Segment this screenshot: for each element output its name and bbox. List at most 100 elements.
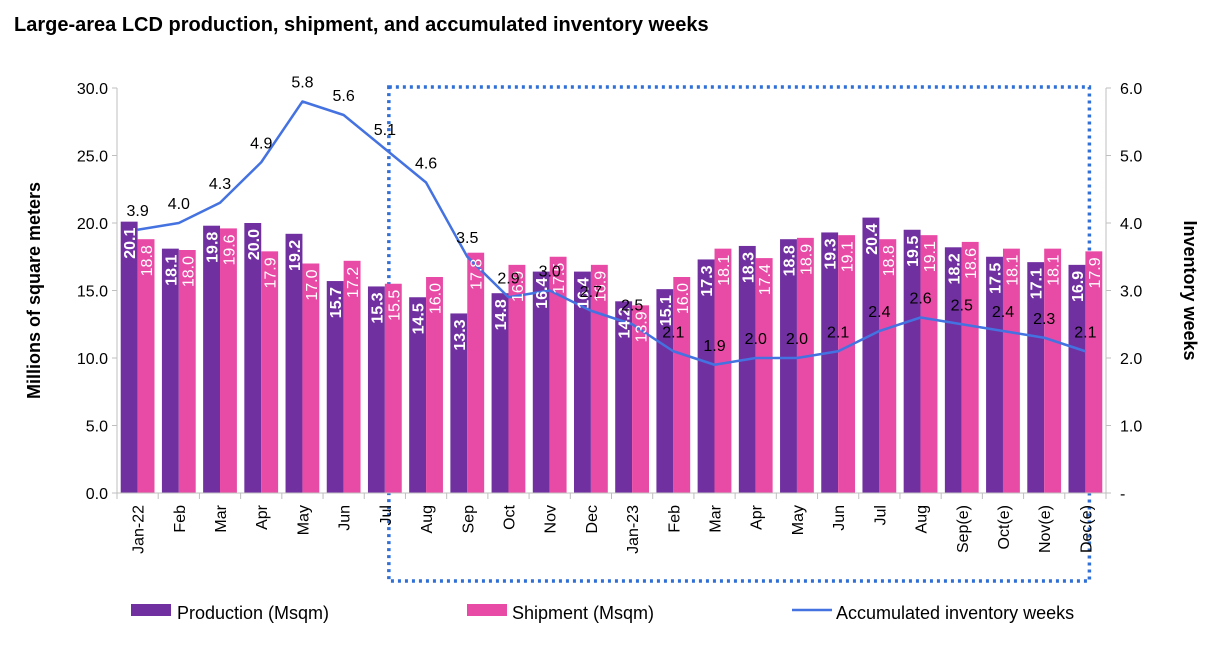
y-tick-label-left: 20.0 <box>77 216 108 233</box>
shipment-value-label: 13.9 <box>634 311 651 342</box>
shipment-value-label: 17.2 <box>345 267 362 298</box>
shipment-value-label: 16.0 <box>428 283 445 314</box>
axes-group: 0.0 5.0 10.0 15.0 20.0 25.0 30.0 - 1.0 2.0 3.0 4.0 5… <box>24 81 1200 554</box>
shipment-bar <box>137 239 155 493</box>
production-value-label: 14.8 <box>493 299 510 330</box>
production-bar <box>615 301 633 493</box>
shipment-value-label: 17.5 <box>551 263 568 294</box>
shipment-bar <box>261 251 279 493</box>
inventory-value-label: 3.5 <box>456 230 478 247</box>
production-bar <box>821 232 839 493</box>
shipment-bar <box>1044 248 1062 493</box>
x-tick-label: Aug <box>419 505 436 533</box>
shipment-value-label: 16.9 <box>592 271 609 302</box>
legend-swatch-shipment <box>467 604 507 616</box>
shipment-value-label: 16.9 <box>510 271 527 302</box>
x-tick-label: Mar <box>708 504 725 532</box>
shipment-value-label: 18.6 <box>963 248 980 279</box>
y-tick-label-right: - <box>1120 486 1125 503</box>
shipment-bar <box>673 277 691 493</box>
inventory-value-label: 2.1 <box>827 324 849 341</box>
production-bar <box>944 247 962 493</box>
production-value-label: 18.1 <box>163 255 180 286</box>
x-tick-label: Mar <box>213 504 230 532</box>
x-tick-label: Dec(e) <box>1078 505 1095 553</box>
production-bar <box>409 297 427 493</box>
production-value-label: 20.0 <box>246 229 263 260</box>
shipment-bar <box>302 263 320 493</box>
x-tick-label: Jun <box>337 505 354 531</box>
x-tick-label: Jun <box>831 505 848 531</box>
x-tick-label: Oct <box>501 504 518 529</box>
inventory-value-label: 5.8 <box>291 75 313 92</box>
y-tick-label-left: 25.0 <box>77 149 108 166</box>
production-value-label: 13.3 <box>452 319 469 350</box>
shipment-value-label: 18.1 <box>1004 255 1021 286</box>
shipment-value-label: 17.8 <box>469 259 486 290</box>
production-bar <box>903 229 921 493</box>
shipment-bar <box>796 237 814 493</box>
x-tick-label: Jul <box>872 505 889 525</box>
shipment-value-label: 15.5 <box>386 290 403 321</box>
x-tick-label: Jul <box>378 505 395 525</box>
production-bar <box>244 223 262 493</box>
x-tick-label: Sep <box>460 505 477 534</box>
shipment-bar <box>1002 248 1020 493</box>
inventory-value-label: 2.3 <box>1033 311 1055 328</box>
production-value-label: 19.8 <box>205 232 222 263</box>
legend-label-inventory: Accumulated inventory weeks <box>836 603 1074 623</box>
production-value-label: 18.2 <box>946 253 963 284</box>
x-tick-label: Apr <box>749 504 766 530</box>
production-bar <box>326 281 344 493</box>
shipment-value-label: 18.9 <box>798 244 815 275</box>
production-value-label: 14.2 <box>617 307 634 338</box>
inventory-value-label: 2.5 <box>621 297 643 314</box>
inventory-value-label: 2.9 <box>497 270 519 287</box>
production-value-label: 20.4 <box>864 223 881 254</box>
y-tick-label-left: 15.0 <box>77 284 108 301</box>
shipment-value-label: 18.0 <box>180 256 197 287</box>
inventory-value-label: 4.3 <box>209 176 231 193</box>
production-value-label: 17.5 <box>988 263 1005 294</box>
inventory-value-label: 3.0 <box>539 264 561 281</box>
production-value-label: 15.3 <box>369 292 386 323</box>
y-tick-label-left: 30.0 <box>77 81 108 98</box>
production-value-label: 20.1 <box>122 228 139 259</box>
inventory-value-label: 2.6 <box>909 291 931 308</box>
inventory-value-label: 5.1 <box>374 122 396 139</box>
production-bar <box>285 233 303 494</box>
shipment-bar <box>755 258 773 493</box>
y-tick-label-right: 1.0 <box>1120 419 1142 436</box>
shipment-value-label: 18.8 <box>881 245 898 276</box>
y-tick-label-right: 6.0 <box>1120 81 1142 98</box>
shipment-value-label: 18.8 <box>139 245 156 276</box>
shipment-value-label: 17.9 <box>1087 257 1104 288</box>
shipment-value-label: 18.1 <box>1046 255 1063 286</box>
shipment-bar <box>714 248 732 493</box>
production-bar <box>450 313 468 493</box>
x-tick-label: May <box>790 505 807 535</box>
production-bar <box>120 221 138 493</box>
y-tick-label-right: 2.0 <box>1120 351 1142 368</box>
inventory-value-label: 4.6 <box>415 156 437 173</box>
shipment-value-label: 17.9 <box>263 257 280 288</box>
x-tick-label: Feb <box>666 505 683 533</box>
production-value-label: 16.9 <box>1070 271 1087 302</box>
inventory-value-label: 2.5 <box>951 297 973 314</box>
shipment-bar <box>1085 251 1103 493</box>
legend-group: Production (Msqm) Shipment (Msqm) Accumula… <box>131 603 1074 623</box>
production-bar <box>1068 264 1086 493</box>
y-tick-label-right: 5.0 <box>1120 149 1142 166</box>
shipment-bar <box>838 235 856 493</box>
y-tick-label-right: 4.0 <box>1120 216 1142 233</box>
y-tick-label-left: 10.0 <box>77 351 108 368</box>
production-bar <box>574 271 591 493</box>
shipment-value-label: 19.1 <box>922 241 939 272</box>
shipment-bar <box>178 250 196 493</box>
line-group <box>137 100 1086 366</box>
chart-title: Large-area LCD production, shipment, and… <box>14 14 709 36</box>
production-value-label: 18.8 <box>781 245 798 276</box>
production-value-label: 14.5 <box>411 303 428 334</box>
shipment-value-label: 19.6 <box>221 234 238 265</box>
